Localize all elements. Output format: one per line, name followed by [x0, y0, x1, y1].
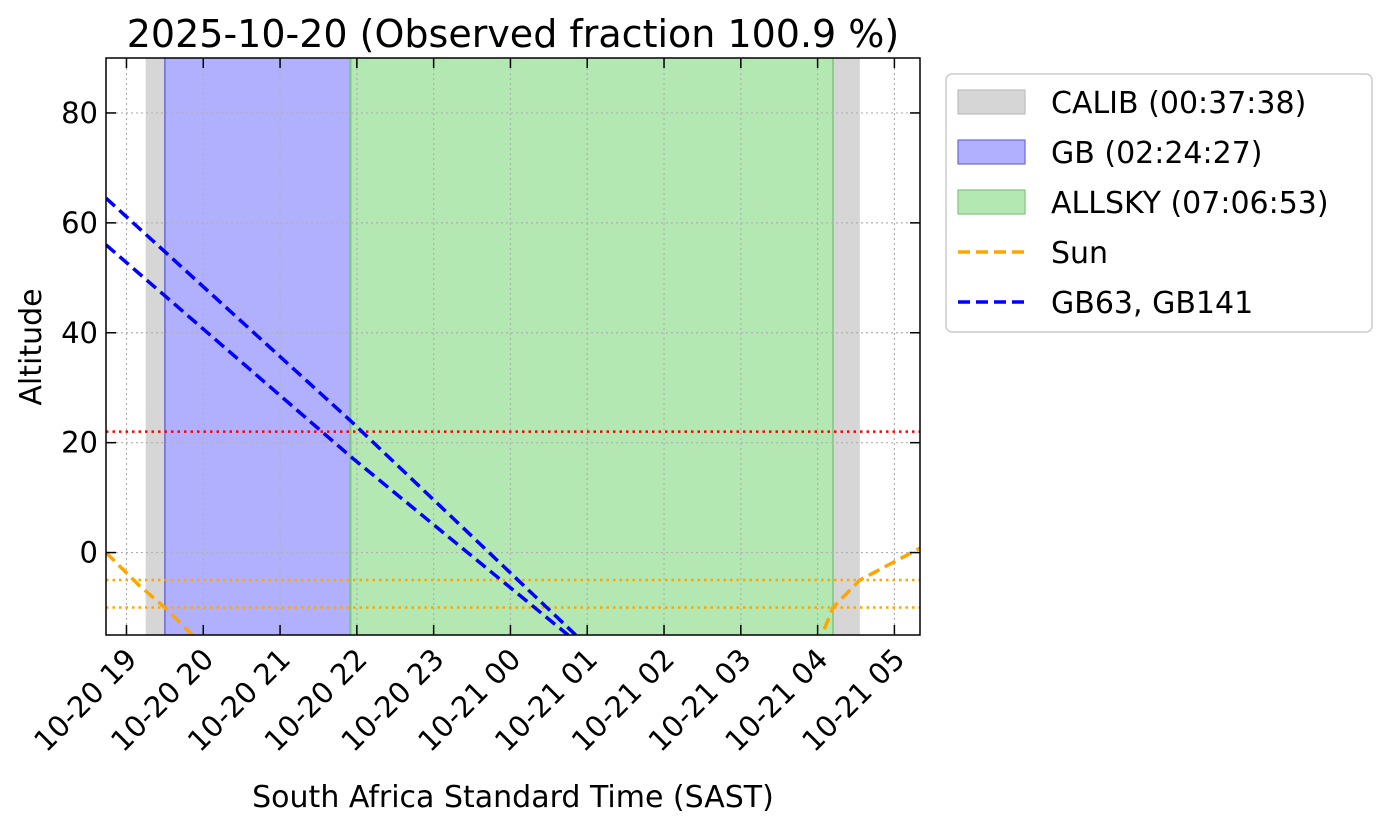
- data-series: [106, 196, 920, 635]
- y-axis-label: Altitude: [14, 288, 49, 405]
- x-axis-label: South Africa Standard Time (SAST): [252, 780, 774, 815]
- y-tick-label-4: 60: [61, 206, 98, 240]
- legend-frame: [945, 73, 1373, 333]
- span-1: [145, 58, 165, 635]
- legend-swatch-1: [957, 89, 1026, 115]
- legend-label-4: Sun: [1051, 236, 1108, 271]
- reference-lines: [106, 430, 920, 609]
- span-3: [350, 58, 833, 635]
- span-2: [164, 58, 351, 635]
- observation-spans: [145, 58, 860, 635]
- legend-label-1: CALIB (00:37:38): [1051, 86, 1306, 121]
- y-tick-label-3: 40: [61, 316, 98, 350]
- legend-label-2: GB (02:24:27): [1051, 136, 1263, 171]
- plot-frame: [105, 57, 921, 636]
- legend: CALIB (00:37:38) GB (02:24:27) ALLSKY (07:…: [945, 73, 1373, 333]
- y-tick-label-2: 20: [61, 426, 98, 460]
- series-1-line-1: [106, 551, 195, 635]
- chart-title: 2025-10-20 (Observed fraction 100.9 %): [127, 12, 900, 56]
- y-tick-label-1: 0: [80, 536, 98, 570]
- legend-label-5: GB63, GB141: [1051, 286, 1253, 321]
- series-2-line-1: [106, 196, 577, 635]
- legend-swatch-2: [957, 139, 1026, 165]
- legend-swatch-3: [957, 189, 1026, 215]
- span-4: [832, 58, 860, 635]
- grid: [106, 58, 920, 635]
- series-2-line-2: [106, 243, 570, 635]
- series-1-line-2: [820, 546, 920, 635]
- legend-label-3: ALLSKY (07:06:53): [1051, 186, 1329, 221]
- y-tick-label-5: 80: [61, 96, 98, 130]
